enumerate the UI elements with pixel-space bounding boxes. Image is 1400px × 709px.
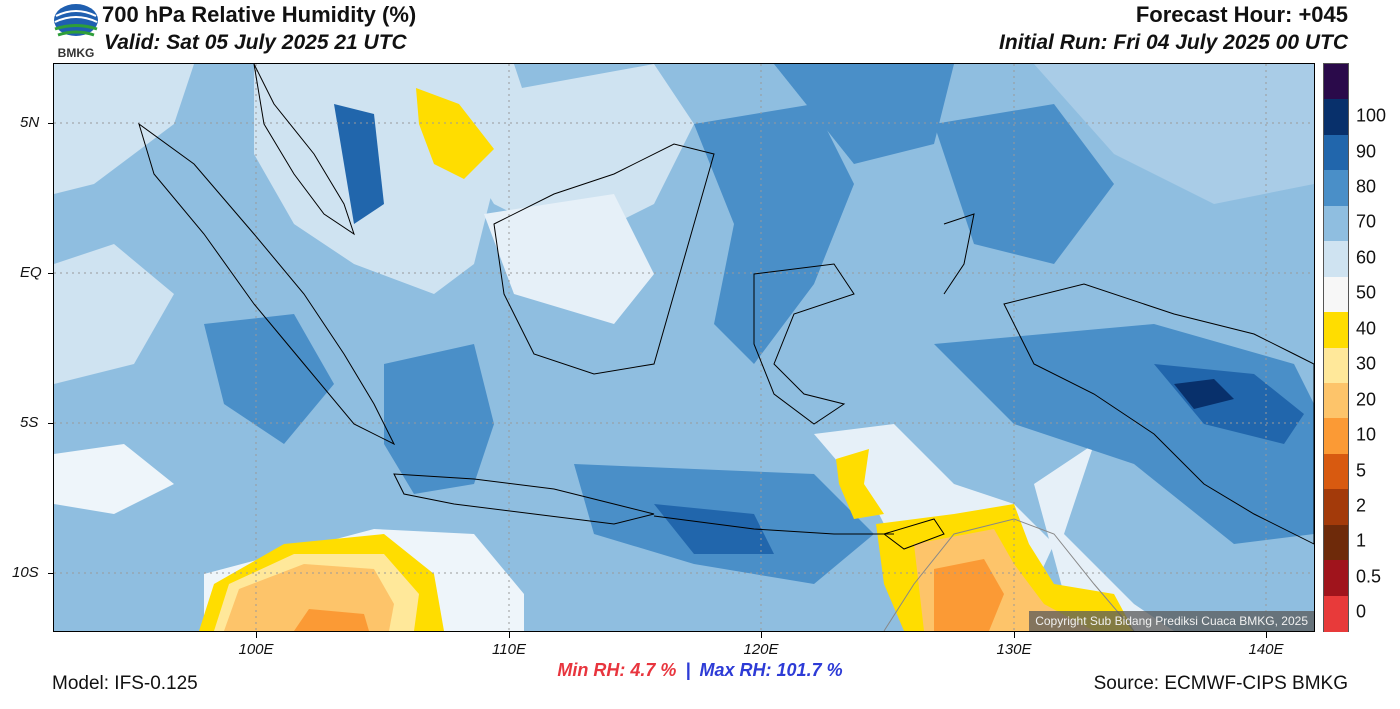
colorbar-segment [1324, 241, 1348, 278]
colorbar-segment [1324, 134, 1348, 171]
lat-tick-mark [48, 123, 54, 124]
colorbar-label: 0 [1356, 601, 1367, 622]
initial-run: Initial Run: Fri 04 July 2025 00 UTC [999, 31, 1348, 54]
colorbar-segment [1324, 595, 1348, 632]
minmax-separator: | [685, 660, 691, 680]
lon-tick-140e: 140E [1248, 641, 1284, 658]
colorbar-label: 20 [1356, 389, 1377, 410]
colorbar-segment [1324, 524, 1348, 561]
colorbar-segment [1324, 418, 1348, 455]
colorbar-segment [1324, 205, 1348, 242]
copyright-notice: Copyright Sub Bidang Prediksi Cuaca BMKG… [1029, 611, 1314, 631]
lat-tick-mark [48, 573, 54, 574]
lon-tick-100e: 100E [238, 641, 274, 658]
lat-tick-5n: 5N [20, 114, 40, 131]
colorbar-label: 5 [1356, 460, 1367, 481]
colorbar-label: 100 [1356, 105, 1387, 126]
lon-tick-mark [1014, 632, 1015, 638]
colorbar-label: 90 [1356, 141, 1377, 162]
colorbar-segment [1324, 489, 1348, 526]
bmkg-logo: BMKG [52, 2, 100, 60]
lat-tick-5s: 5S [20, 414, 39, 431]
lat-tick-eq: EQ [20, 264, 42, 281]
colorbar-label: 60 [1356, 247, 1377, 268]
min-rh-label: Min RH: [557, 660, 626, 680]
colorbar [1323, 63, 1349, 632]
colorbar-segment [1324, 347, 1348, 384]
forecast-hour: Forecast Hour: +045 [1135, 2, 1348, 27]
lat-tick-mark [48, 423, 54, 424]
valid-time: Valid: Sat 05 July 2025 21 UTC [104, 31, 407, 54]
model-label: Model: IFS-0.125 [52, 673, 198, 694]
colorbar-label: 0.5 [1356, 566, 1382, 587]
lon-tick-mark [509, 632, 510, 638]
colorbar-label: 80 [1356, 176, 1377, 197]
colorbar-segment [1324, 453, 1348, 490]
max-rh-label: Max RH: [699, 660, 772, 680]
source-label: Source: ECMWF-CIPS BMKG [1093, 673, 1348, 694]
colorbar-segment [1324, 312, 1348, 348]
min-max-rh: Min RH: 4.7 % | Max RH: 101.7 % [0, 660, 1400, 681]
colorbar-label: 50 [1356, 282, 1377, 303]
humidity-map: Copyright Sub Bidang Prediksi Cuaca BMKG… [53, 63, 1315, 632]
lon-tick-mark [761, 632, 762, 638]
lon-tick-mark [256, 632, 257, 638]
colorbar-label: 10 [1356, 424, 1377, 445]
colorbar-segment [1324, 382, 1348, 419]
lon-tick-110e: 110E [492, 641, 526, 658]
colorbar-label: 30 [1356, 353, 1377, 374]
colorbar-segment [1324, 560, 1348, 597]
colorbar-label: 2 [1356, 495, 1367, 516]
humidity-field [54, 64, 1314, 631]
colorbar-segment [1324, 170, 1348, 207]
colorbar-label: 70 [1356, 211, 1377, 232]
lon-tick-130e: 130E [996, 641, 1032, 658]
lon-tick-120e: 120E [743, 641, 779, 658]
lat-tick-mark [48, 273, 54, 274]
colorbar-label: 40 [1356, 318, 1377, 339]
min-rh-value: 4.7 % [630, 660, 677, 680]
colorbar-segment [1324, 99, 1348, 136]
colorbar-segment [1324, 276, 1348, 313]
lon-tick-mark [1266, 632, 1267, 638]
logo-text: BMKG [58, 46, 95, 60]
chart-title: 700 hPa Relative Humidity (%) [102, 2, 417, 27]
lat-tick-10s: 10S [12, 564, 39, 581]
max-rh-value: 101.7 % [776, 660, 843, 680]
colorbar-segment [1324, 64, 1348, 100]
colorbar-label: 1 [1356, 530, 1367, 551]
